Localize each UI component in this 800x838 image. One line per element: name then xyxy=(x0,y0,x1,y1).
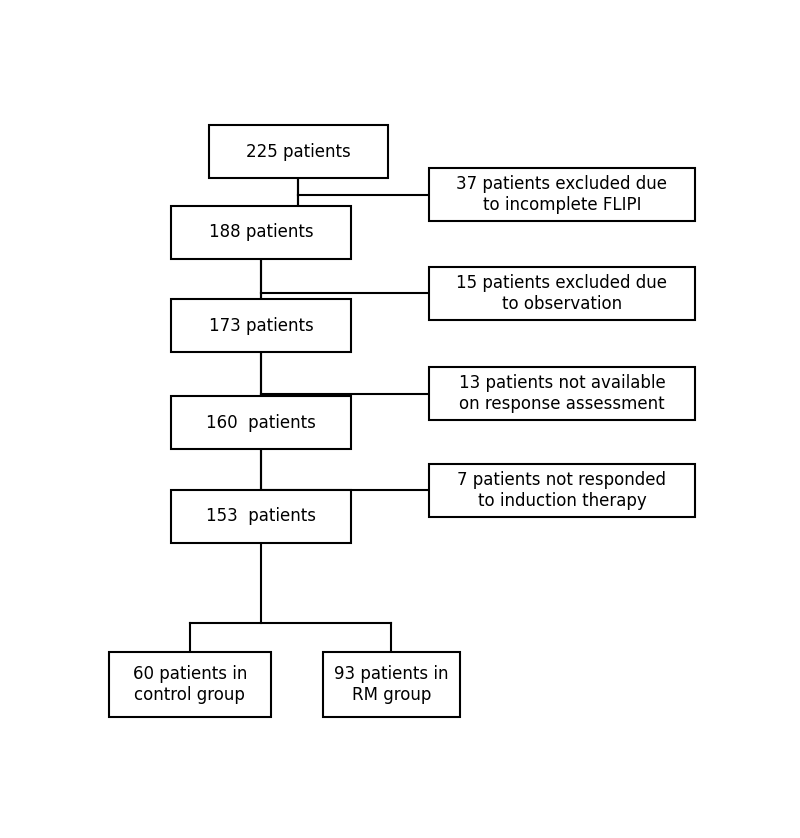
FancyBboxPatch shape xyxy=(323,652,459,716)
Text: 93 patients in
RM group: 93 patients in RM group xyxy=(334,665,449,704)
FancyBboxPatch shape xyxy=(209,125,388,178)
FancyBboxPatch shape xyxy=(429,367,695,420)
Text: 188 patients: 188 patients xyxy=(209,223,314,241)
FancyBboxPatch shape xyxy=(171,489,351,542)
FancyBboxPatch shape xyxy=(429,168,695,221)
Text: 60 patients in
control group: 60 patients in control group xyxy=(133,665,247,704)
Text: 37 patients excluded due
to incomplete FLIPI: 37 patients excluded due to incomplete F… xyxy=(456,175,667,215)
Text: 160  patients: 160 patients xyxy=(206,413,316,432)
Text: 153  patients: 153 patients xyxy=(206,507,316,525)
Text: 225 patients: 225 patients xyxy=(246,142,350,161)
Text: 13 patients not available
on response assessment: 13 patients not available on response as… xyxy=(458,374,666,413)
FancyBboxPatch shape xyxy=(110,652,270,716)
FancyBboxPatch shape xyxy=(429,464,695,517)
FancyBboxPatch shape xyxy=(429,267,695,320)
Text: 173 patients: 173 patients xyxy=(209,317,314,334)
FancyBboxPatch shape xyxy=(171,299,351,352)
FancyBboxPatch shape xyxy=(171,206,351,259)
Text: 15 patients excluded due
to observation: 15 patients excluded due to observation xyxy=(456,274,667,313)
Text: 7 patients not responded
to induction therapy: 7 patients not responded to induction th… xyxy=(458,471,666,510)
FancyBboxPatch shape xyxy=(171,396,351,449)
